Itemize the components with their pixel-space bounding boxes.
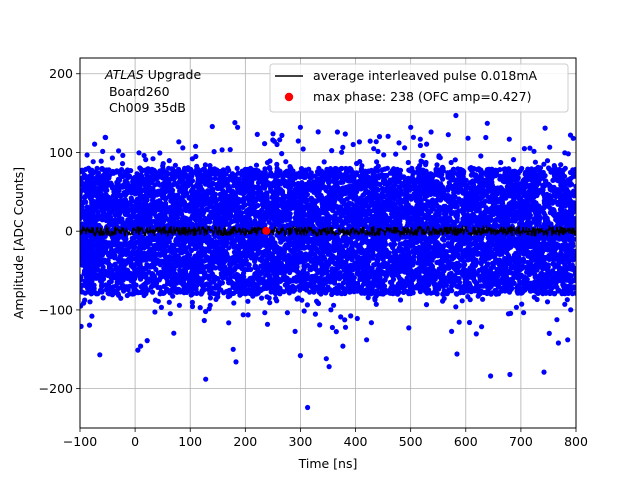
- scatter-point: [149, 289, 156, 295]
- scatter-point: [390, 171, 397, 177]
- scatter-point: [370, 270, 376, 276]
- scatter-point: [111, 255, 118, 261]
- scatter-point: [221, 167, 227, 174]
- scatter-point: [514, 285, 521, 291]
- scatter-cloud: [80, 112, 576, 411]
- scatter-point: [109, 183, 115, 189]
- scatter-point: [226, 167, 232, 173]
- scatter-point: [212, 285, 218, 291]
- scatter-point: [318, 168, 325, 174]
- scatter-point: [172, 181, 178, 187]
- scatter-point: [406, 279, 412, 285]
- scatter-point: [212, 175, 218, 182]
- scatter-point: [524, 269, 530, 275]
- scatter-point: [562, 165, 568, 171]
- scatter-point: [397, 241, 403, 247]
- scatter-point: [100, 264, 106, 270]
